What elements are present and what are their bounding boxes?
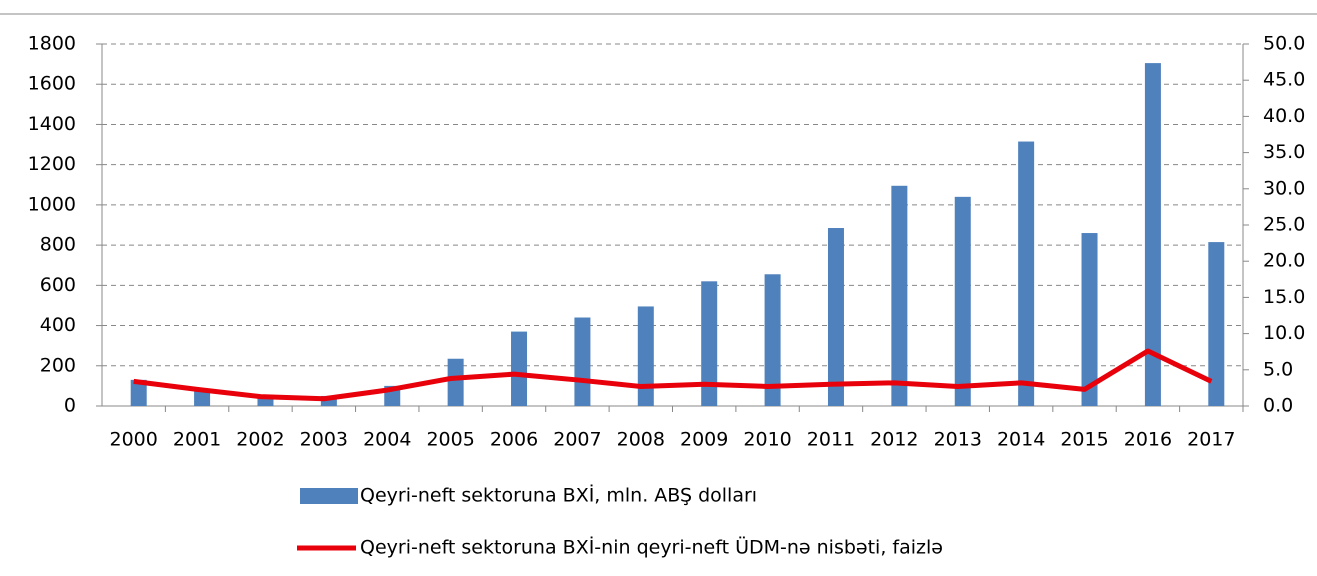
x-tick-label: 2014 <box>997 429 1045 451</box>
legend-label: Qeyri-neft sektoruna BXİ-nin qeyri-neft … <box>360 536 943 559</box>
y-tick-label: 1400 <box>28 113 76 135</box>
bar <box>1144 63 1161 406</box>
y2-tick-label: 50.0 <box>1263 33 1305 55</box>
x-tick-label: 2003 <box>300 429 348 451</box>
x-tick-label: 2010 <box>743 429 791 451</box>
y2-tick-label: 35.0 <box>1263 141 1305 163</box>
x-tick-label: 2001 <box>173 429 221 451</box>
x-tick-label: 2006 <box>490 429 538 451</box>
bar <box>447 358 464 406</box>
y-tick-label: 1200 <box>28 153 76 175</box>
y-tick-label: 400 <box>40 314 76 336</box>
y-tick-label: 1000 <box>28 193 76 215</box>
bar <box>320 395 337 406</box>
y-tick-label: 800 <box>40 234 76 256</box>
x-tick-label: 2015 <box>1060 429 1108 451</box>
line <box>133 348 1213 402</box>
x-tick-label: 2016 <box>1124 429 1172 451</box>
x-tick-label: 2017 <box>1187 429 1235 451</box>
bar <box>764 274 781 406</box>
bar <box>194 389 211 406</box>
y2-tick-label: 30.0 <box>1263 177 1305 199</box>
bar <box>891 185 908 406</box>
bar <box>257 395 274 406</box>
x-tick-label: 2009 <box>680 429 728 451</box>
x-tick-label: 2007 <box>553 429 601 451</box>
y2-tick-label: 45.0 <box>1263 69 1305 91</box>
y2-tick-label: 10.0 <box>1263 322 1305 344</box>
y2-tick-label: 5.0 <box>1263 358 1293 380</box>
x-tick-label: 2008 <box>617 429 665 451</box>
y-tick-label: 600 <box>40 274 76 296</box>
bar <box>954 196 971 406</box>
y2-tick-label: 25.0 <box>1263 214 1305 236</box>
x-tick-label: 2002 <box>236 429 284 451</box>
legend-label: Qeyri-neft sektoruna BXİ, mln. ABŞ dolla… <box>360 484 757 507</box>
x-tick-label: 2012 <box>870 429 918 451</box>
legend-swatch <box>300 488 358 504</box>
y-tick-label: 200 <box>40 354 76 376</box>
y2-tick-label: 20.0 <box>1263 250 1305 272</box>
bar <box>1081 233 1098 406</box>
bar <box>574 317 591 406</box>
y2-tick-label: 40.0 <box>1263 105 1305 127</box>
bar <box>511 331 528 406</box>
y2-tick-label: 15.0 <box>1263 286 1305 308</box>
bar <box>637 306 654 406</box>
x-tick-label: 2013 <box>934 429 982 451</box>
bar <box>827 228 844 406</box>
bar <box>130 379 147 406</box>
bar <box>1018 141 1035 407</box>
x-tick-label: 2004 <box>363 429 411 451</box>
y-tick-label: 1800 <box>28 33 76 55</box>
x-tick-label: 2000 <box>110 429 158 451</box>
x-tick-label: 2005 <box>426 429 474 451</box>
bar <box>701 281 718 406</box>
bar <box>1208 242 1225 406</box>
y-tick-label: 0 <box>64 395 76 417</box>
y2-tick-label: 0.0 <box>1263 395 1293 417</box>
y-tick-label: 1600 <box>28 73 76 95</box>
x-tick-label: 2011 <box>807 429 855 451</box>
